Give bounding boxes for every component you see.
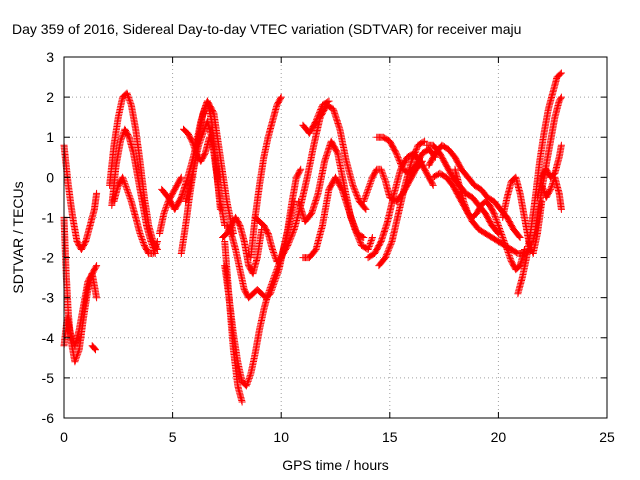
series-track-21 — [299, 173, 376, 262]
plus-markers — [108, 125, 159, 257]
plus-markers — [110, 173, 161, 257]
series-track-22 — [299, 97, 333, 137]
series-track-34 — [534, 141, 565, 201]
plus-markers — [451, 165, 528, 274]
series-track-26 — [375, 137, 429, 270]
y-axis-label: SDTVAR / TECUs — [10, 181, 26, 293]
plus-markers — [182, 117, 229, 229]
y-tick-label: -3 — [42, 290, 55, 306]
y-tick-label: 1 — [46, 129, 54, 145]
series-track-07 — [110, 173, 161, 257]
plus-markers — [299, 97, 333, 137]
y-tick-label: -6 — [42, 410, 55, 426]
series-track-17 — [247, 93, 285, 262]
series-track-06 — [108, 125, 159, 257]
x-tick-label: 15 — [382, 429, 398, 445]
y-tick-label: 0 — [46, 169, 54, 185]
x-tick-label: 10 — [273, 429, 289, 445]
plus-markers — [299, 173, 376, 262]
x-tick-label: 5 — [169, 429, 177, 445]
chart-title: Day 359 of 2016, Sidereal Day-to-day VTE… — [12, 21, 521, 37]
y-tick-label: -4 — [42, 330, 55, 346]
plus-markers — [88, 342, 99, 354]
y-tick-label: -5 — [42, 370, 55, 386]
plus-markers — [375, 137, 429, 270]
plus-markers — [534, 141, 565, 201]
plot-frame — [63, 56, 608, 419]
series-track-15 — [221, 238, 246, 406]
x-tick-label: 0 — [60, 429, 68, 445]
series-track-35 — [538, 173, 565, 213]
data-layer — [60, 69, 565, 406]
axis-layer: 0 5 10 15 20 25 -6 -5 -4 -3 -2 -1 0 1 2 3 — [42, 49, 615, 445]
series-track-04 — [88, 342, 99, 354]
plus-markers — [538, 173, 565, 213]
y-tick-label: -1 — [42, 209, 55, 225]
plus-markers — [221, 238, 246, 406]
series-track-12 — [182, 117, 229, 229]
series-track-30 — [451, 165, 528, 274]
y-tick-label: 3 — [46, 49, 54, 65]
y-tick-label: -2 — [42, 250, 55, 266]
y-tick-label: 2 — [46, 89, 54, 105]
x-tick-label: 25 — [599, 429, 615, 445]
x-tick-label: 20 — [491, 429, 507, 445]
plus-markers — [247, 93, 285, 262]
x-axis-label: GPS time / hours — [282, 457, 389, 473]
